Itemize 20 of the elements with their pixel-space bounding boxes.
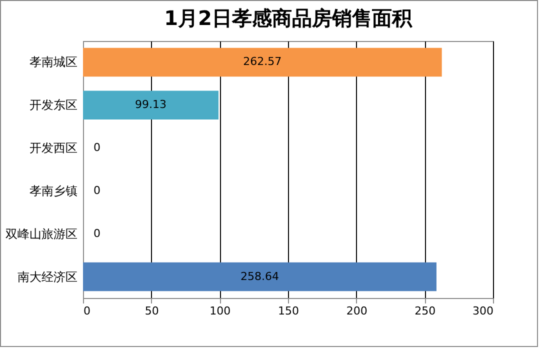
data-label: 262.57 bbox=[243, 55, 282, 68]
y-tick-label: 孝南城区 bbox=[30, 55, 78, 70]
data-label: 0 bbox=[94, 141, 100, 154]
y-tick-label: 孝南乡镇 bbox=[30, 184, 78, 198]
y-tick-label: 开发东区 bbox=[30, 98, 78, 112]
data-label: 99.13 bbox=[134, 98, 166, 112]
x-tick-label: 200 bbox=[346, 304, 368, 318]
x-tick-label: 0 bbox=[84, 304, 90, 318]
x-tick-label: 100 bbox=[210, 304, 231, 318]
data-label: 258.64 bbox=[240, 270, 279, 283]
y-tick-label: 开发西区 bbox=[30, 141, 78, 156]
y-tick-label: 双峰山旅游区 bbox=[6, 226, 78, 241]
y-tick-label: 南大经济区 bbox=[18, 270, 78, 284]
chart-title: 1月2日孝感商品房销售面积 bbox=[164, 6, 413, 30]
x-tick-label: 300 bbox=[472, 304, 494, 318]
data-label: 0 bbox=[94, 184, 100, 197]
x-tick-label: 50 bbox=[144, 304, 159, 318]
x-tick-label: 150 bbox=[278, 304, 299, 318]
data-label: 0 bbox=[94, 226, 100, 240]
x-tick-label: 250 bbox=[414, 304, 436, 318]
